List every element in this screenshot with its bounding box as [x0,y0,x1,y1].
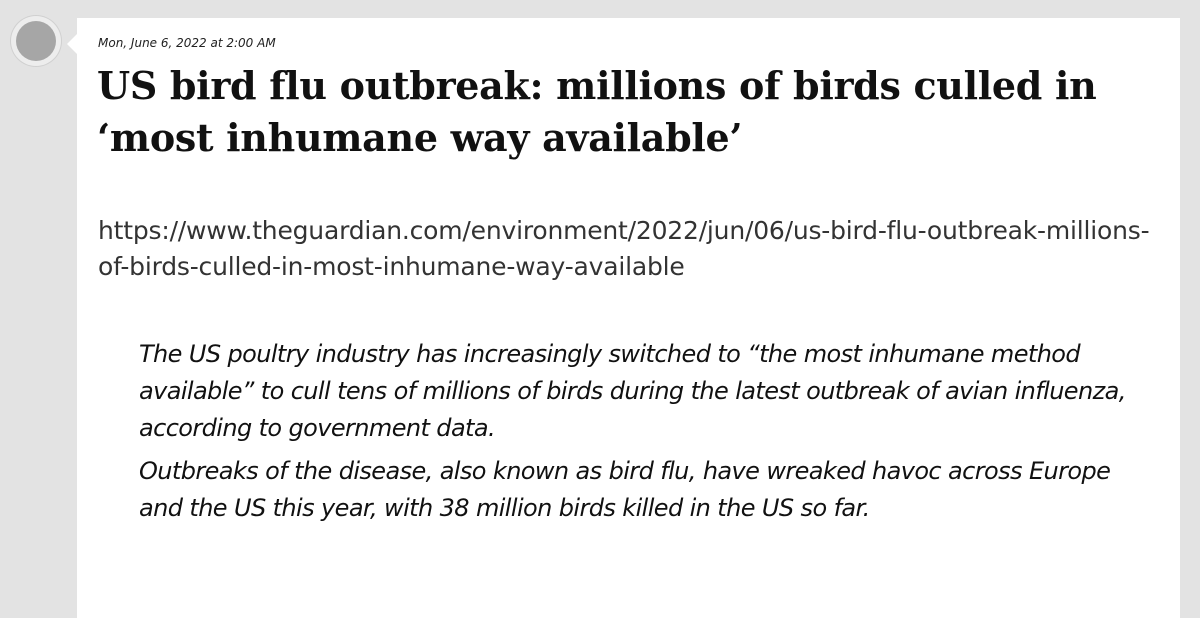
post-card: Mon, June 6, 2022 at 2:00 AM US bird flu… [67,18,1180,618]
avatar[interactable] [16,21,56,61]
excerpt-paragraph: The US poultry industry has increasingly… [139,340,1126,442]
post-timestamp[interactable]: Mon, June 6, 2022 at 2:00 AM [98,36,276,50]
article-excerpt: The US poultry industry has increasingly… [139,336,1149,533]
avatar-frame[interactable] [11,16,61,66]
excerpt-paragraph: Outbreaks of the disease, also known as … [139,457,1111,522]
article-link[interactable]: https://www.theguardian.com/environment/… [98,216,1150,281]
card-pointer [67,34,77,54]
post-title: US bird flu outbreak: millions of birds … [97,63,1097,160]
